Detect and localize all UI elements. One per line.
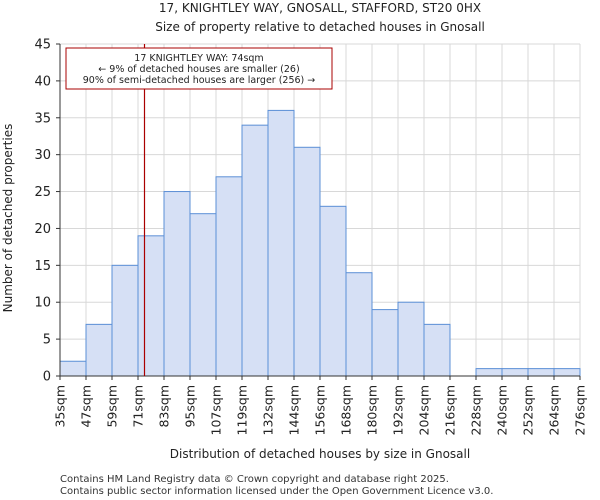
x-tick-label-276sqm: 276sqm: [573, 385, 588, 435]
bar-168sqm: [345, 272, 373, 377]
bar-240sqm: [501, 368, 529, 377]
annotation-line-1: 17 KNIGHTLEY WAY: 74sqm: [134, 53, 263, 64]
y-tick-label: 20: [34, 222, 51, 237]
bar-47sqm: [85, 323, 113, 377]
bar-192sqm: [397, 301, 425, 377]
y-tick-label: 5: [43, 333, 51, 348]
y-tick-label: 10: [34, 296, 51, 311]
annotation-box: [65, 47, 333, 90]
y-tick-label: 25: [34, 185, 51, 200]
y-tick-label: 40: [34, 74, 51, 89]
y-tick-label: 15: [34, 259, 51, 274]
bar-35sqm: [59, 360, 87, 377]
x-tick-label-168sqm: 168sqm: [339, 385, 354, 435]
annotation-line-2: ← 9% of detached houses are smaller (26): [98, 64, 299, 75]
x-tick-label-192sqm: 192sqm: [391, 385, 406, 435]
chart-subtitle: Size of property relative to detached ho…: [155, 20, 485, 34]
bar-71sqm: [137, 235, 165, 377]
annotation-line-3: 90% of semi-detached houses are larger (…: [83, 75, 316, 86]
bar-228sqm: [475, 368, 503, 377]
y-tick-labels: 0 5 10 15 20 25 30 35 40 45: [34, 38, 51, 385]
x-tick-label-204sqm: 204sqm: [417, 385, 432, 435]
y-tick-label: 30: [34, 148, 51, 163]
bar-107sqm: [215, 176, 243, 377]
x-tick-label-252sqm: 252sqm: [521, 385, 536, 435]
x-tick-label-71sqm: 71sqm: [131, 385, 146, 428]
x-tick-label-240sqm: 240sqm: [495, 385, 510, 435]
x-tick-label-35sqm: 35sqm: [53, 385, 68, 428]
x-tick-label-119sqm: 119sqm: [235, 385, 250, 435]
histogram-chart: 17, KNIGHTLEY WAY, GNOSALL, STAFFORD, ST…: [1, 1, 588, 461]
bar-264sqm: [553, 368, 581, 377]
bar-119sqm: [241, 124, 269, 377]
bar-180sqm: [371, 309, 399, 377]
bar-95sqm: [189, 213, 217, 377]
bar-83sqm: [163, 191, 191, 377]
x-tick-label-228sqm: 228sqm: [469, 385, 484, 435]
x-tick-label-59sqm: 59sqm: [105, 385, 120, 428]
footer-line-2: Contains public sector information licen…: [60, 486, 494, 497]
y-axis-label: Number of detached properties: [1, 124, 15, 313]
bar-132sqm: [267, 109, 295, 377]
x-tick-label-216sqm: 216sqm: [443, 385, 458, 435]
bar-59sqm: [111, 264, 139, 377]
bar-144sqm: [293, 146, 321, 377]
x-tick-label-83sqm: 83sqm: [157, 385, 172, 428]
axis-layer: [56, 43, 581, 380]
x-tick-label-144sqm: 144sqm: [287, 385, 302, 435]
chart-title: 17, KNIGHTLEY WAY, GNOSALL, STAFFORD, ST…: [159, 1, 481, 15]
y-tick-label: 45: [34, 38, 51, 53]
bar-156sqm: [319, 205, 347, 377]
x-axis-label: Distribution of detached houses by size …: [170, 447, 470, 461]
x-tick-label-47sqm: 47sqm: [79, 385, 94, 428]
x-tick-label-132sqm: 132sqm: [261, 385, 276, 435]
bar-layer: [59, 109, 581, 377]
x-tick-label-180sqm: 180sqm: [365, 385, 380, 435]
bar-252sqm: [527, 368, 555, 377]
x-tick-label-107sqm: 107sqm: [209, 385, 224, 435]
y-tick-label: 0: [43, 370, 51, 385]
y-tick-label: 35: [34, 111, 51, 126]
footer-line-1: Contains HM Land Registry data © Crown c…: [60, 474, 449, 485]
x-tick-labels: 35sqm 47sqm 59sqm 71sqm 83sqm 95sqm 107sqm 119s…: [53, 385, 588, 435]
bar-204sqm: [423, 323, 451, 377]
marker-layer: 17 KNIGHTLEY WAY: 74sqm← 9% of detached …: [65, 44, 333, 376]
x-tick-label-156sqm: 156sqm: [313, 385, 328, 435]
x-tick-label-264sqm: 264sqm: [547, 385, 562, 435]
x-tick-label-95sqm: 95sqm: [183, 385, 198, 428]
